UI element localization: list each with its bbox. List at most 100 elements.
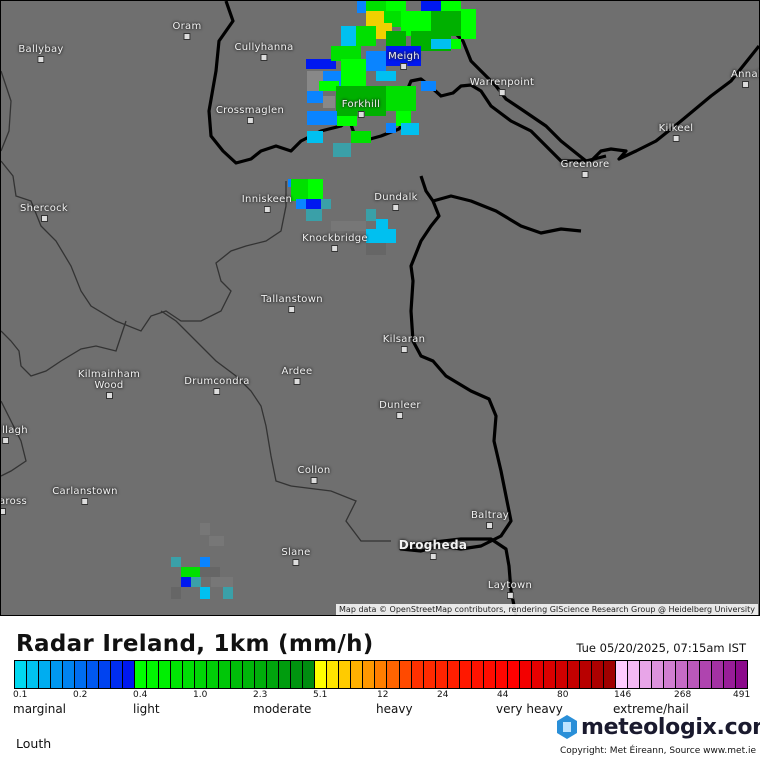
town-name: Forkhill xyxy=(341,99,381,110)
town-marker-icon xyxy=(498,89,506,96)
town-marker-icon xyxy=(183,33,191,40)
scale-cell xyxy=(423,661,436,688)
radar-cell xyxy=(386,86,416,111)
radar-cell xyxy=(291,179,311,201)
radar-cell xyxy=(171,557,181,567)
scale-cell xyxy=(555,661,568,688)
scale-cell xyxy=(315,661,328,688)
scale-cell xyxy=(411,661,424,688)
radar-cell xyxy=(308,179,323,201)
scale-cell xyxy=(123,661,136,688)
town-marker-icon xyxy=(742,81,750,88)
scale-tick: 24 xyxy=(437,690,449,700)
town-label: Kilsaran xyxy=(383,334,425,353)
town-label: aross xyxy=(1,496,27,515)
meteologix-logo[interactable]: meteologix.com xyxy=(556,714,760,740)
town-label: Shercock xyxy=(20,203,68,222)
town-name: Dunleer xyxy=(379,400,421,411)
radar-cell xyxy=(366,1,386,11)
town-marker-icon xyxy=(429,553,437,560)
town-marker-icon xyxy=(581,171,589,178)
scale-cell xyxy=(231,661,244,688)
radar-cell xyxy=(441,1,461,11)
scale-cell xyxy=(375,661,388,688)
town-name: Tallanstown xyxy=(261,294,323,305)
region-label: Louth xyxy=(16,736,52,751)
town-label: Kilkeel xyxy=(659,123,694,142)
radar-cell xyxy=(357,1,366,13)
scale-cell xyxy=(219,661,232,688)
radar-cell xyxy=(386,46,421,66)
scale-cell xyxy=(15,661,28,688)
radar-cell xyxy=(461,9,476,39)
radar-cell xyxy=(337,116,357,126)
coastline xyxy=(399,175,518,615)
town-label: Dundalk xyxy=(374,192,418,211)
radar-cell xyxy=(376,71,396,81)
copyright: Copyright: Met Éireann, Source www.met.i… xyxy=(559,746,756,756)
town-marker-icon xyxy=(506,592,514,599)
scale-cell xyxy=(615,661,628,688)
scale-tick: 1.0 xyxy=(193,690,208,700)
town-marker-icon xyxy=(292,559,300,566)
scale-cell xyxy=(267,661,280,688)
scale-cell xyxy=(99,661,112,688)
radar-map[interactable]: Oram Ballybay Cullyhanna Meigh Warrenpoi… xyxy=(0,0,760,616)
radar-cell xyxy=(200,567,220,577)
radar-cell xyxy=(200,587,210,599)
scale-cell xyxy=(471,661,484,688)
town-marker-icon xyxy=(40,215,48,222)
radar-cell xyxy=(181,567,201,579)
radar-cell xyxy=(319,81,339,91)
radar-cell xyxy=(200,557,210,567)
map-attribution[interactable]: Map data © OpenStreetMap contributors, r… xyxy=(336,604,758,615)
town-name: Dundalk xyxy=(374,192,418,203)
county-border xyxy=(1,320,127,377)
radar-cell xyxy=(366,243,386,255)
scale-cell xyxy=(711,661,724,688)
town-name: Greenore xyxy=(560,159,610,170)
timestamp: Tue 05/20/2025, 07:15am IST xyxy=(576,641,746,655)
radar-cell xyxy=(323,96,335,108)
town-marker-icon xyxy=(81,498,89,505)
legend-title: Radar Ireland, 1km (mm/h) xyxy=(16,631,374,657)
town-name: Carlanstown xyxy=(52,486,118,497)
radar-cell xyxy=(223,587,233,599)
scale-tick: 0.4 xyxy=(133,690,148,700)
radar-cell xyxy=(386,123,396,133)
town-name: Inniskeen xyxy=(241,194,293,205)
scale-cell xyxy=(543,661,556,688)
radar-cell xyxy=(306,59,336,69)
scale-cell xyxy=(735,661,747,688)
scale-cell xyxy=(603,661,616,688)
town-marker-icon xyxy=(400,346,408,353)
radar-cell xyxy=(306,209,322,221)
radar-cell xyxy=(341,59,366,89)
town-label: Oram xyxy=(172,21,201,40)
town-name: Shercock xyxy=(19,203,69,214)
radar-cell xyxy=(296,199,308,209)
radar-cell xyxy=(386,1,406,11)
scale-cell xyxy=(723,661,736,688)
radar-cell xyxy=(209,536,224,546)
town-name: Ballybay xyxy=(18,44,64,55)
scale-cell xyxy=(579,661,592,688)
town-label: Tallanstown xyxy=(261,294,323,313)
category-label: extreme/hail xyxy=(613,702,689,716)
town-name: llagh xyxy=(2,425,28,436)
category-label: light xyxy=(133,702,160,716)
scale-tick: 146 xyxy=(614,690,632,700)
radar-cell xyxy=(306,199,321,209)
radar-cell xyxy=(211,577,233,587)
scale-cell xyxy=(591,661,604,688)
scale-tick: 268 xyxy=(674,690,692,700)
town-marker-icon xyxy=(37,56,45,63)
town-marker-icon xyxy=(357,111,365,118)
category-label: moderate xyxy=(253,702,312,716)
map-borders xyxy=(1,1,759,615)
radar-cell xyxy=(307,91,323,103)
town-label: Drogheda xyxy=(399,539,467,560)
town-name: Baltray xyxy=(471,510,509,521)
color-scale xyxy=(14,660,748,689)
county-border xyxy=(1,70,12,152)
